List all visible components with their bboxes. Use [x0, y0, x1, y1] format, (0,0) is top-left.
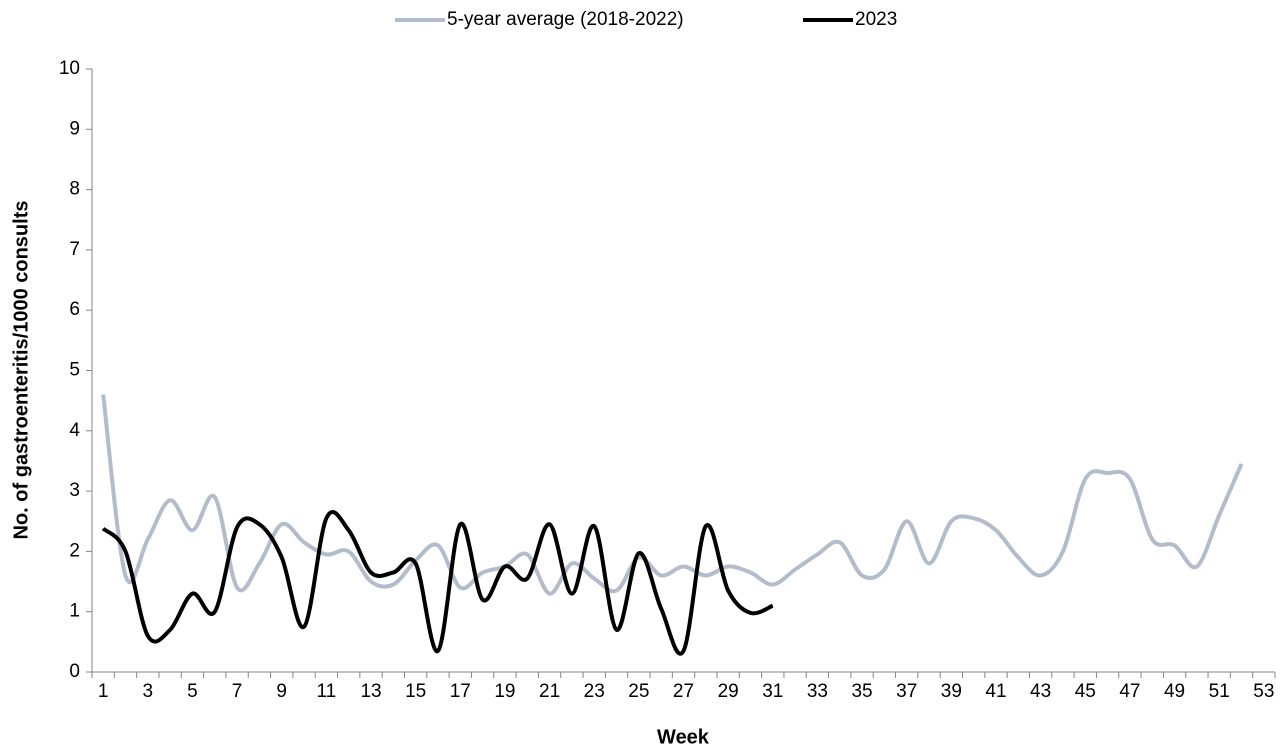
x-tick-label: 49	[1164, 681, 1185, 702]
x-tick-label: 7	[232, 681, 243, 702]
x-tick-label: 37	[896, 681, 917, 702]
x-tick-label: 35	[851, 681, 872, 702]
x-tick-label: 3	[143, 681, 154, 702]
legend-label: 2023	[855, 9, 897, 30]
y-tick-label: 8	[69, 179, 80, 200]
x-tick-label: 43	[1030, 681, 1051, 702]
y-tick-label: 7	[69, 239, 80, 260]
x-tick-label: 13	[360, 681, 381, 702]
x-tick-label: 17	[450, 681, 471, 702]
x-tick-label: 9	[276, 681, 287, 702]
y-tick-label: 2	[69, 540, 80, 561]
x-tick-label: 39	[941, 681, 962, 702]
y-axis-label: No. of gastroenteritis/1000 consults	[10, 201, 32, 540]
y-tick-label: 5	[69, 360, 80, 381]
series-line	[101, 394, 1244, 596]
y-tick-label: 1	[69, 601, 80, 622]
x-tick-label: 29	[718, 681, 739, 702]
x-tick-label: 33	[807, 681, 828, 702]
legend-label: 5-year average (2018-2022)	[447, 9, 684, 30]
x-tick-label: 41	[985, 681, 1006, 702]
y-tick-label: 0	[69, 661, 80, 682]
x-tick-label: 47	[1119, 681, 1140, 702]
x-tick-label: 51	[1209, 681, 1230, 702]
x-tick-label: 19	[494, 681, 515, 702]
x-tick-label: 25	[628, 681, 649, 702]
x-tick-label: 11	[317, 681, 337, 702]
y-tick-label: 10	[59, 58, 80, 79]
x-tick-label: 53	[1253, 681, 1274, 702]
x-tick-label: 45	[1075, 681, 1096, 702]
y-tick-label: 6	[69, 299, 80, 320]
x-axis-label: Week	[657, 726, 710, 748]
y-tick-label: 9	[69, 118, 80, 139]
x-tick-label: 5	[187, 681, 198, 702]
y-tick-label: 3	[69, 480, 80, 501]
x-tick-label: 21	[539, 681, 560, 702]
x-tick-label: 31	[762, 681, 783, 702]
x-tick-label: 23	[584, 681, 605, 702]
x-tick-label: 27	[673, 681, 694, 702]
x-tick-label: 15	[405, 681, 426, 702]
y-tick-label: 4	[69, 420, 80, 441]
series-line	[101, 510, 774, 656]
x-tick-label: 1	[98, 681, 109, 702]
